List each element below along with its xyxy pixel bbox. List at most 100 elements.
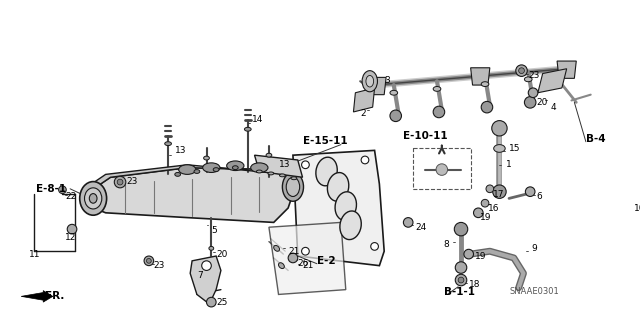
Text: 19: 19 — [480, 213, 492, 222]
Ellipse shape — [335, 192, 356, 220]
Text: E-15-11: E-15-11 — [303, 136, 347, 146]
Circle shape — [524, 97, 536, 108]
Polygon shape — [293, 150, 384, 266]
Ellipse shape — [203, 163, 220, 173]
Ellipse shape — [213, 168, 219, 172]
Text: 2: 2 — [360, 109, 366, 118]
Text: 21: 21 — [303, 261, 314, 270]
Ellipse shape — [194, 170, 200, 174]
Ellipse shape — [282, 173, 303, 201]
Text: E-8-1: E-8-1 — [36, 184, 66, 194]
Ellipse shape — [366, 76, 374, 87]
Circle shape — [454, 222, 468, 236]
Polygon shape — [21, 291, 53, 302]
Circle shape — [144, 256, 154, 266]
Text: 6: 6 — [536, 192, 541, 201]
Text: 10: 10 — [634, 204, 640, 212]
Ellipse shape — [362, 70, 378, 92]
Circle shape — [525, 187, 535, 197]
Ellipse shape — [179, 165, 196, 174]
Ellipse shape — [266, 153, 272, 157]
Polygon shape — [353, 88, 374, 112]
Circle shape — [481, 101, 493, 113]
Circle shape — [67, 224, 77, 234]
Ellipse shape — [175, 173, 180, 176]
Text: 20: 20 — [216, 249, 227, 259]
Circle shape — [516, 65, 527, 77]
Ellipse shape — [209, 246, 214, 250]
Ellipse shape — [493, 145, 505, 152]
Ellipse shape — [390, 90, 397, 95]
Text: E-10-11: E-10-11 — [403, 131, 448, 141]
Text: B-1-1: B-1-1 — [444, 286, 475, 297]
Text: 23: 23 — [154, 261, 165, 270]
Ellipse shape — [232, 166, 238, 170]
Circle shape — [433, 106, 445, 118]
Text: 21: 21 — [288, 247, 300, 256]
Ellipse shape — [340, 211, 361, 240]
Text: 16: 16 — [488, 204, 499, 212]
Text: B-4: B-4 — [586, 134, 605, 144]
Circle shape — [455, 274, 467, 286]
Polygon shape — [367, 78, 386, 95]
Text: 14: 14 — [252, 115, 263, 124]
Text: 23: 23 — [528, 71, 540, 80]
Polygon shape — [269, 222, 346, 294]
Ellipse shape — [291, 177, 297, 180]
Ellipse shape — [204, 156, 209, 160]
Text: 25: 25 — [216, 298, 227, 307]
Circle shape — [301, 247, 309, 255]
Text: 4: 4 — [550, 103, 556, 112]
Ellipse shape — [227, 161, 244, 171]
Circle shape — [288, 253, 298, 263]
Circle shape — [390, 110, 401, 122]
Text: 23: 23 — [127, 177, 138, 186]
Text: E-2: E-2 — [317, 256, 335, 266]
Ellipse shape — [90, 194, 97, 203]
Polygon shape — [538, 69, 566, 93]
Text: 18: 18 — [468, 280, 480, 289]
Text: 19: 19 — [476, 251, 487, 261]
Polygon shape — [255, 155, 303, 177]
Text: 17: 17 — [493, 190, 504, 199]
Text: 13: 13 — [175, 146, 186, 155]
Circle shape — [481, 199, 489, 207]
Ellipse shape — [244, 127, 251, 131]
Circle shape — [361, 156, 369, 164]
Circle shape — [518, 68, 524, 74]
Text: 12: 12 — [65, 233, 77, 242]
Text: 22: 22 — [65, 192, 77, 201]
Circle shape — [371, 242, 378, 250]
Circle shape — [301, 161, 309, 169]
Text: 20: 20 — [536, 98, 547, 107]
Polygon shape — [557, 61, 576, 78]
Circle shape — [436, 164, 447, 175]
Ellipse shape — [316, 157, 337, 186]
Circle shape — [624, 203, 634, 213]
Text: 7: 7 — [197, 271, 203, 280]
Circle shape — [493, 185, 506, 198]
Ellipse shape — [481, 82, 489, 86]
Text: 24: 24 — [415, 223, 426, 232]
Ellipse shape — [524, 77, 532, 82]
Ellipse shape — [257, 170, 262, 173]
Ellipse shape — [286, 177, 300, 197]
Polygon shape — [82, 165, 298, 194]
Circle shape — [147, 258, 151, 263]
Text: 15: 15 — [509, 144, 520, 153]
Circle shape — [117, 179, 123, 185]
Text: 3: 3 — [384, 76, 390, 85]
Ellipse shape — [84, 188, 102, 209]
Circle shape — [474, 208, 483, 218]
Ellipse shape — [280, 174, 285, 177]
Ellipse shape — [278, 263, 284, 269]
Circle shape — [528, 88, 538, 98]
Circle shape — [486, 185, 493, 193]
Polygon shape — [190, 256, 221, 304]
Polygon shape — [82, 168, 298, 222]
Text: 13: 13 — [278, 160, 290, 169]
Circle shape — [455, 262, 467, 273]
Ellipse shape — [274, 245, 280, 251]
Ellipse shape — [164, 142, 172, 145]
Text: 5: 5 — [211, 226, 217, 234]
